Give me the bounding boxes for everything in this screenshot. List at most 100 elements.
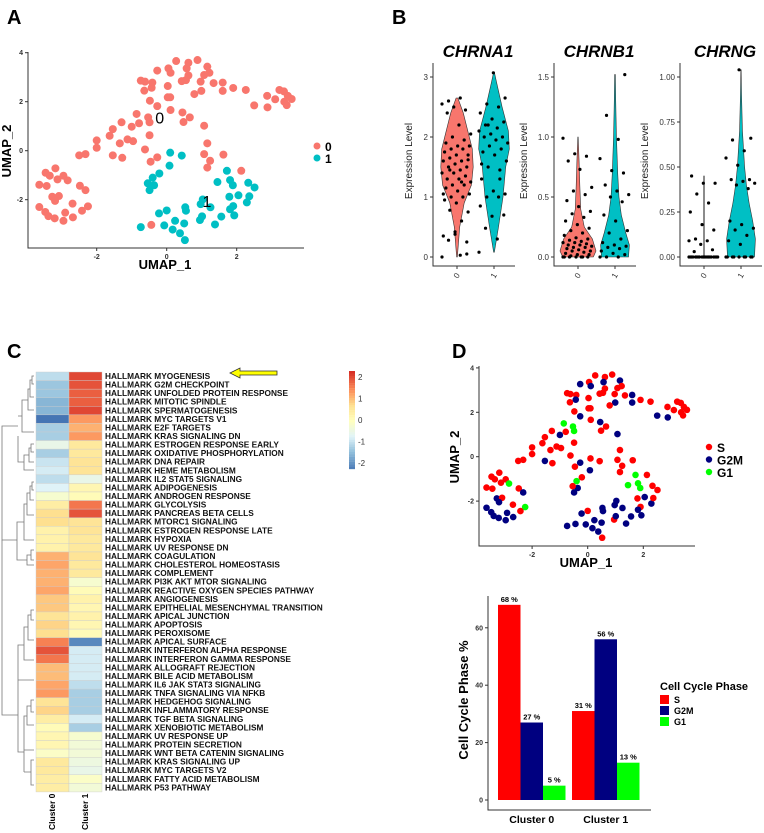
heatmap-row-label: HALLMARK REACTIVE OXYGEN SPECIES PATHWAY [105, 585, 315, 595]
umap-a-ytick-label: 0 [19, 148, 23, 155]
violin-point [617, 247, 622, 251]
umap-a-point [35, 180, 44, 189]
umap-a-point [228, 181, 237, 190]
heatmap-cell-cluster0 [35, 414, 70, 424]
colorbar-segment [349, 388, 355, 391]
umap-a-point [51, 196, 60, 205]
umap-a-point [206, 156, 215, 165]
umap-a-point [250, 183, 259, 192]
violin-ytick-label: 0.50 [659, 163, 675, 172]
heatmap-cell-cluster1 [68, 766, 103, 775]
colorbar-segment [349, 417, 355, 421]
violin-point [611, 251, 615, 255]
violin-point [466, 153, 470, 157]
heatmap-cell-cluster0 [35, 723, 70, 733]
heatmap-row-label: HALLMARK FATTY ACID METABOLISM [105, 774, 260, 784]
colorbar-segment [349, 461, 355, 465]
umap-a-point [190, 90, 199, 99]
umap-a-point [211, 220, 219, 229]
heatmap-row-label: HALLMARK COMPLEMENT [105, 568, 213, 578]
violin-point [578, 167, 582, 171]
umap-d-point [616, 377, 624, 384]
umap-d-point [683, 406, 691, 414]
umap-d-point [541, 457, 549, 465]
umap-a-point [203, 139, 212, 148]
heatmap-row-label: HALLMARK PI3K AKT MTOR SIGNALING [105, 577, 267, 587]
umap-a-point [206, 203, 215, 212]
violin-point [569, 229, 573, 233]
violin-point [564, 251, 568, 255]
violin-point [491, 189, 495, 193]
violin-point [461, 147, 465, 151]
violin-point [574, 255, 578, 259]
umap-a-point [117, 118, 126, 127]
heatmap-cell-cluster0 [35, 748, 70, 758]
umap-a-point [172, 57, 181, 66]
violin-xtick-label: 1 [489, 271, 499, 280]
umap-d-point [622, 520, 630, 527]
umap-a-point [92, 136, 101, 145]
heatmap-row-label: HALLMARK UV RESPONSE DN [105, 542, 229, 552]
violin-point [454, 201, 458, 205]
umap-d-point [628, 399, 636, 406]
bar-legend-label-G1: G1 [674, 717, 686, 727]
violin-point [574, 236, 578, 240]
umap-a-point [176, 229, 184, 238]
umap-a-point [177, 151, 186, 160]
heatmap-cell-cluster1 [68, 748, 103, 758]
umap-a-point [166, 93, 175, 102]
violin-ytick-label: 0.5 [538, 193, 550, 202]
umap-a-point [213, 178, 222, 187]
umap-d-point [636, 484, 644, 492]
umap-d-point [519, 489, 527, 496]
umap-d-point [598, 534, 606, 542]
heatmap-cell-cluster1 [68, 620, 103, 630]
bar-S-0 [498, 604, 521, 800]
violin-xtick-label: 1 [610, 271, 620, 280]
violin-point [487, 144, 492, 148]
umap-d-point [614, 456, 621, 464]
violin-point [586, 237, 590, 241]
violin-axes [679, 63, 762, 267]
umap-d-point [528, 444, 536, 451]
heatmap-row-label: HALLMARK HYPOXIA [105, 534, 192, 544]
heatmap-row-label: HALLMARK E2F TARGETS [105, 422, 211, 432]
bar-G2M-1 [594, 639, 617, 800]
violin-point [454, 153, 458, 157]
umap-a-point [68, 213, 77, 222]
violin-point [583, 245, 587, 249]
violin-point [699, 242, 703, 246]
heatmap-cell-cluster0 [35, 594, 70, 604]
violin-point [465, 165, 469, 169]
legend-label-S: S [717, 441, 725, 455]
umap-d-ytick-label: -2 [468, 499, 474, 506]
violin-point [693, 237, 698, 241]
umap-a-point [165, 161, 174, 170]
umap-a-point [282, 101, 291, 110]
violin-point [485, 102, 489, 106]
violin-point [747, 178, 752, 182]
heatmap-row-label: HALLMARK HEDGEHOG SIGNALING [105, 697, 251, 707]
umap-d-point [624, 481, 632, 489]
heatmap-cell-cluster0 [35, 697, 70, 707]
umap-d-point [664, 403, 671, 411]
violin-point [440, 171, 444, 175]
umap-d-point [574, 484, 581, 492]
colorbar-segment [349, 432, 355, 435]
umap-d-point [653, 412, 661, 419]
umap-a-point [61, 208, 70, 217]
violin-point [485, 195, 489, 199]
violin-point [749, 136, 753, 140]
violin-point [448, 208, 452, 212]
violin-point [577, 248, 581, 252]
umap-d-point [596, 457, 603, 465]
bar-legend-title: Cell Cycle Phase [660, 681, 748, 693]
heatmap-dendrogram [1, 375, 34, 786]
violin-point [444, 186, 448, 190]
violin-point [441, 159, 445, 163]
umap-d-point [634, 495, 641, 502]
violin-xtick-label: 0 [452, 271, 462, 280]
umap-a-point [171, 216, 180, 225]
umap-d-point [600, 378, 607, 386]
